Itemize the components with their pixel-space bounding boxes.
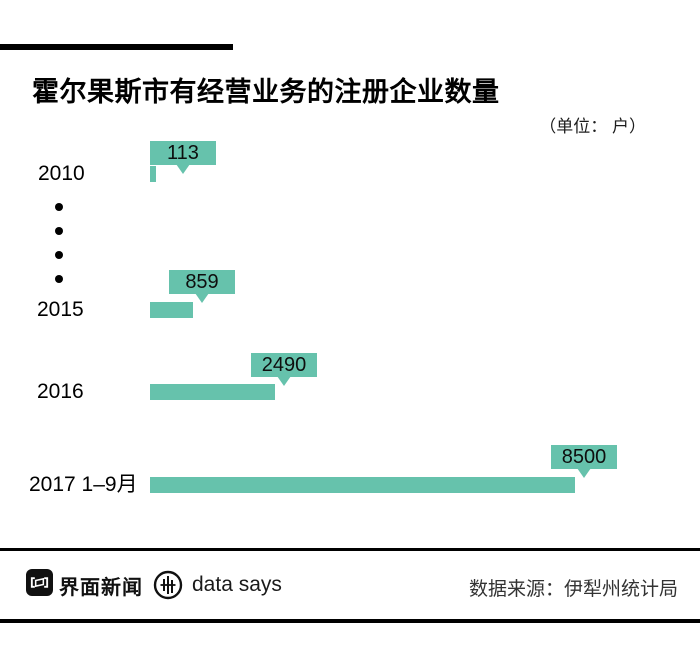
year-label: 2010 xyxy=(38,162,85,185)
footer-divider-top xyxy=(0,548,700,551)
value-badge: 859 xyxy=(169,270,235,294)
bar xyxy=(150,384,275,400)
data-source-text: 数据来源：伊犁州统计局 xyxy=(468,579,678,600)
value-badge: 8500 xyxy=(551,445,617,469)
data-says-brand-text: data says xyxy=(192,573,282,596)
bar xyxy=(150,166,156,182)
ellipsis-dot xyxy=(55,203,63,211)
ellipsis-dot xyxy=(55,275,63,283)
unit-note: （单位： 户） xyxy=(539,117,646,136)
bar xyxy=(150,302,193,318)
bar-chart: 2010 113 2015 859 2016 2490 2017 1–9月 8500 xyxy=(29,141,617,496)
footer-divider-bottom xyxy=(0,619,700,623)
badge-tail-icon xyxy=(277,376,291,386)
data-says-logo-icon xyxy=(153,570,183,600)
bar xyxy=(150,477,575,493)
jiemian-brand-text: 界面新闻 xyxy=(59,577,143,599)
value-badge: 113 xyxy=(150,141,216,165)
value-badge: 2490 xyxy=(251,353,317,377)
year-label: 2015 xyxy=(37,298,84,321)
ellipsis-dot xyxy=(55,227,63,235)
badge-tail-icon xyxy=(577,468,591,478)
chart-title: 霍尔果斯市有经营业务的注册企业数量 xyxy=(32,77,500,107)
badge-tail-icon xyxy=(195,293,209,303)
badge-tail-icon xyxy=(176,164,190,174)
year-label: 2016 xyxy=(37,380,84,403)
jiemian-logo-icon xyxy=(26,569,53,596)
year-label: 2017 1–9月 xyxy=(29,473,138,496)
ellipsis-dot xyxy=(55,251,63,259)
accent-rule xyxy=(0,44,233,50)
